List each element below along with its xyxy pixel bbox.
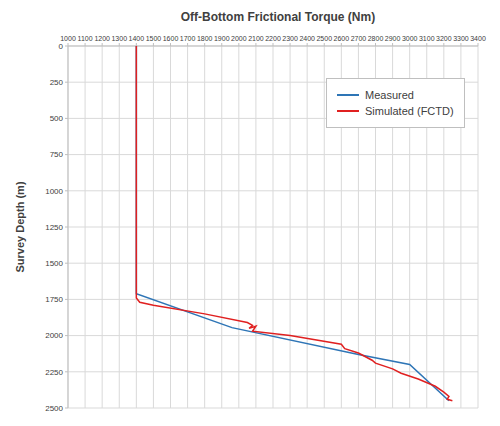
svg-text:1000: 1000	[45, 187, 63, 196]
svg-text:2600: 2600	[334, 35, 350, 42]
svg-text:2400: 2400	[299, 35, 315, 42]
svg-text:1100: 1100	[78, 35, 93, 42]
svg-text:2000: 2000	[231, 35, 247, 42]
svg-text:2500: 2500	[316, 35, 332, 42]
svg-text:500: 500	[50, 114, 64, 123]
svg-text:1500: 1500	[146, 35, 162, 42]
svg-text:750: 750	[50, 150, 64, 159]
html-text:Off-Bottom Frictional Torque (: Off-Bottom Frictional Torque (Nm)	[180, 10, 376, 24]
svg-text:2900: 2900	[385, 35, 401, 42]
svg-text:1000: 1000	[60, 35, 76, 42]
svg-text:3200: 3200	[436, 35, 452, 42]
svg-text:2250: 2250	[45, 368, 63, 377]
svg-text:3100: 3100	[419, 35, 435, 42]
svg-text:1600: 1600	[163, 35, 179, 42]
svg-text:2800: 2800	[368, 35, 384, 42]
svg-text:2100: 2100	[248, 35, 264, 42]
svg-text:1500: 1500	[45, 259, 63, 268]
svg-text:3400: 3400	[470, 35, 486, 42]
svg-text:2500: 2500	[45, 404, 63, 413]
svg-text:1200: 1200	[94, 35, 110, 42]
svg-text:1300: 1300	[111, 35, 127, 42]
svg-text:2700: 2700	[351, 35, 367, 42]
svg-text:0: 0	[59, 42, 64, 51]
svg-text:1750: 1750	[45, 295, 63, 304]
html-text:Simulated (FCTD): Simulated (FCTD)	[365, 105, 454, 117]
svg-text:250: 250	[50, 78, 64, 87]
svg-text:Survey Depth (m): Survey Depth (m)	[14, 181, 26, 272]
svg-text:3000: 3000	[402, 35, 418, 42]
svg-text:1700: 1700	[180, 35, 196, 42]
svg-text:1900: 1900	[214, 35, 230, 42]
svg-text:2200: 2200	[265, 35, 281, 42]
svg-text:1800: 1800	[197, 35, 213, 42]
svg-text:1400: 1400	[129, 35, 145, 42]
svg-text:2300: 2300	[282, 35, 298, 42]
svg-text:2000: 2000	[45, 331, 63, 340]
html-text:Measured: Measured	[365, 89, 414, 101]
svg-text:1250: 1250	[45, 223, 63, 232]
svg-text:3300: 3300	[453, 35, 469, 42]
